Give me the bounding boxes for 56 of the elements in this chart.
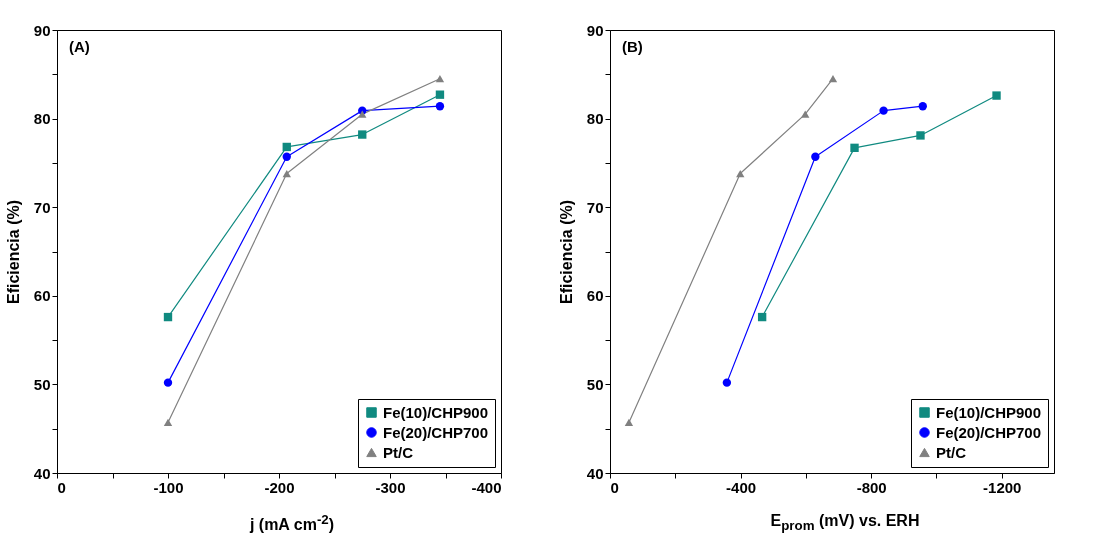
point	[850, 143, 859, 153]
x-tick-label: -300	[375, 478, 406, 496]
y-tick-label: 70	[586, 198, 604, 216]
x-tick-label: -1200	[983, 478, 1022, 496]
y-tick-label: 40	[33, 464, 51, 482]
y-tick-label: 40	[586, 464, 604, 482]
y-tick-label: 60	[33, 287, 51, 305]
y-axis-title: Eficiencia (%)	[4, 199, 22, 305]
y-tick-label: 80	[33, 110, 51, 128]
x-tick-label: 0	[57, 478, 66, 496]
point	[811, 152, 820, 161]
point	[992, 91, 1001, 100]
x-tick-label: -400	[726, 478, 757, 496]
x-tick-label: -800	[856, 478, 887, 496]
point	[757, 312, 767, 322]
point	[358, 110, 367, 118]
y-tick-label: 90	[33, 21, 51, 39]
legend-label: Pt/C	[936, 443, 967, 461]
x-tick-label: -200	[264, 478, 295, 496]
y-tick-label: 70	[33, 198, 51, 216]
y-tick-label: 80	[586, 110, 604, 128]
point	[916, 131, 925, 140]
point	[624, 418, 634, 427]
y-tick-label: 50	[586, 375, 604, 393]
point	[163, 312, 173, 322]
y-tick-label: 60	[586, 287, 604, 305]
y-tick-label: 90	[586, 21, 604, 39]
x-axis-title: j (mA cm$^{-2}$)	[248, 512, 336, 535]
annotation: (B)	[622, 38, 643, 55]
x-axis-title: E$_{prom}$ (mV) vs. ERH	[769, 512, 921, 534]
point	[358, 130, 367, 139]
point	[435, 102, 445, 111]
point	[879, 106, 888, 115]
point	[722, 378, 732, 387]
point	[282, 152, 291, 161]
point	[435, 75, 445, 83]
point	[828, 75, 838, 83]
legend-label: Fe(20)/CHP700	[383, 423, 489, 441]
point	[282, 142, 291, 152]
point	[736, 169, 745, 178]
annotation: (A)	[69, 38, 90, 55]
x-tick-label: 0	[610, 478, 619, 496]
legend-label: Pt/C	[383, 443, 414, 461]
point	[801, 110, 810, 118]
legend-label: Fe(10)/CHP900	[936, 403, 1042, 421]
legend-label: Fe(10)/CHP900	[383, 403, 489, 421]
point	[163, 378, 173, 387]
x-tick-label: -400	[471, 478, 502, 496]
legend-label: Fe(20)/CHP700	[936, 423, 1042, 441]
point	[435, 90, 445, 99]
point	[282, 169, 291, 178]
y-axis-title: Eficiencia (%)	[557, 199, 575, 305]
point	[918, 102, 927, 111]
x-tick-label: -100	[153, 478, 184, 496]
y-tick-label: 50	[33, 375, 51, 393]
point	[163, 418, 173, 427]
